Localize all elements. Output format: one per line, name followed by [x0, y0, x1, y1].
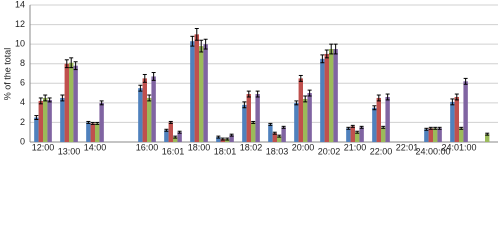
x-tick-label: 18:02 [240, 142, 263, 152]
y-axis-label: % of the total [2, 48, 12, 101]
bar [194, 34, 199, 142]
bar [324, 53, 329, 142]
y-tick-label: 0 [20, 136, 25, 146]
x-tick-label: 16:00 [136, 142, 159, 152]
bar [64, 63, 69, 142]
bar [90, 123, 95, 142]
bar [381, 127, 386, 142]
bar [272, 133, 277, 142]
bar [333, 49, 338, 142]
bar [268, 124, 273, 142]
x-tick-label: 18:00 [188, 142, 211, 152]
bar [73, 65, 78, 142]
bar [255, 94, 260, 142]
bar [320, 58, 325, 143]
bar [246, 94, 251, 142]
x-tick-label: 12:00 [32, 142, 55, 152]
bar [60, 97, 65, 142]
bar [151, 76, 156, 142]
bar [43, 97, 48, 142]
bar [303, 98, 308, 142]
bar [168, 122, 173, 142]
bar [138, 88, 143, 142]
chart: % of the total 0 2 4 6 8 10 12 14 12:00 13:00 14:0… [2, 0, 498, 155]
bar [385, 96, 390, 142]
x-tick-label: 24:00:00 [415, 146, 450, 155]
bar [485, 134, 490, 142]
x-tick-label: 22:01 [396, 142, 419, 152]
bar [281, 127, 286, 142]
bar [142, 78, 147, 142]
x-tick-label: 22:00 [370, 146, 393, 155]
x-tick-label: 24:01:00 [441, 142, 476, 152]
y-tick-label: 2 [20, 117, 25, 127]
bar [277, 136, 282, 142]
bar [147, 97, 152, 142]
bar [372, 107, 377, 142]
bar [173, 137, 178, 142]
x-tick-label: 18:03 [266, 146, 289, 155]
y-tick-label: 8 [20, 58, 25, 68]
bar [359, 127, 364, 142]
x-tick-label: 20:00 [292, 142, 315, 152]
bar [355, 132, 360, 142]
bar [307, 93, 312, 142]
x-tick-label: 16:01 [162, 146, 185, 155]
y-tick-label: 6 [20, 78, 25, 88]
bar [190, 41, 195, 143]
bar [38, 100, 43, 142]
x-tick-label: 13:00 [58, 146, 81, 155]
bar [459, 128, 464, 142]
bar [34, 117, 39, 142]
bar [329, 49, 334, 142]
bar [242, 104, 247, 142]
bar [428, 128, 433, 142]
bar [86, 122, 91, 142]
x-tick-label: 14:00 [84, 142, 107, 152]
bar [47, 99, 52, 142]
bar [251, 122, 256, 142]
bar [199, 46, 204, 142]
x-tick-label: 18:01 [214, 146, 237, 155]
bar [95, 123, 100, 142]
bar [463, 81, 468, 142]
bar [450, 101, 455, 142]
bar [454, 96, 459, 142]
bar [376, 97, 381, 142]
x-tick-label: 20:02 [318, 146, 341, 155]
bar [69, 62, 74, 142]
bar [203, 44, 208, 143]
y-tick-label: 12 [15, 19, 25, 29]
bar [229, 135, 234, 142]
y-tick-label: 4 [20, 97, 25, 107]
bar [99, 102, 104, 142]
bar [350, 126, 355, 142]
bar [424, 129, 429, 142]
x-tick-label: 21:00 [344, 142, 367, 152]
bar [164, 130, 169, 142]
y-tick-label: 14 [15, 0, 25, 9]
bar [177, 132, 182, 142]
bar [298, 78, 303, 142]
bar [437, 128, 442, 142]
bar [346, 128, 351, 142]
y-tick-label: 10 [15, 39, 25, 49]
bar [216, 137, 221, 142]
bar [294, 102, 299, 142]
bar [433, 128, 438, 142]
